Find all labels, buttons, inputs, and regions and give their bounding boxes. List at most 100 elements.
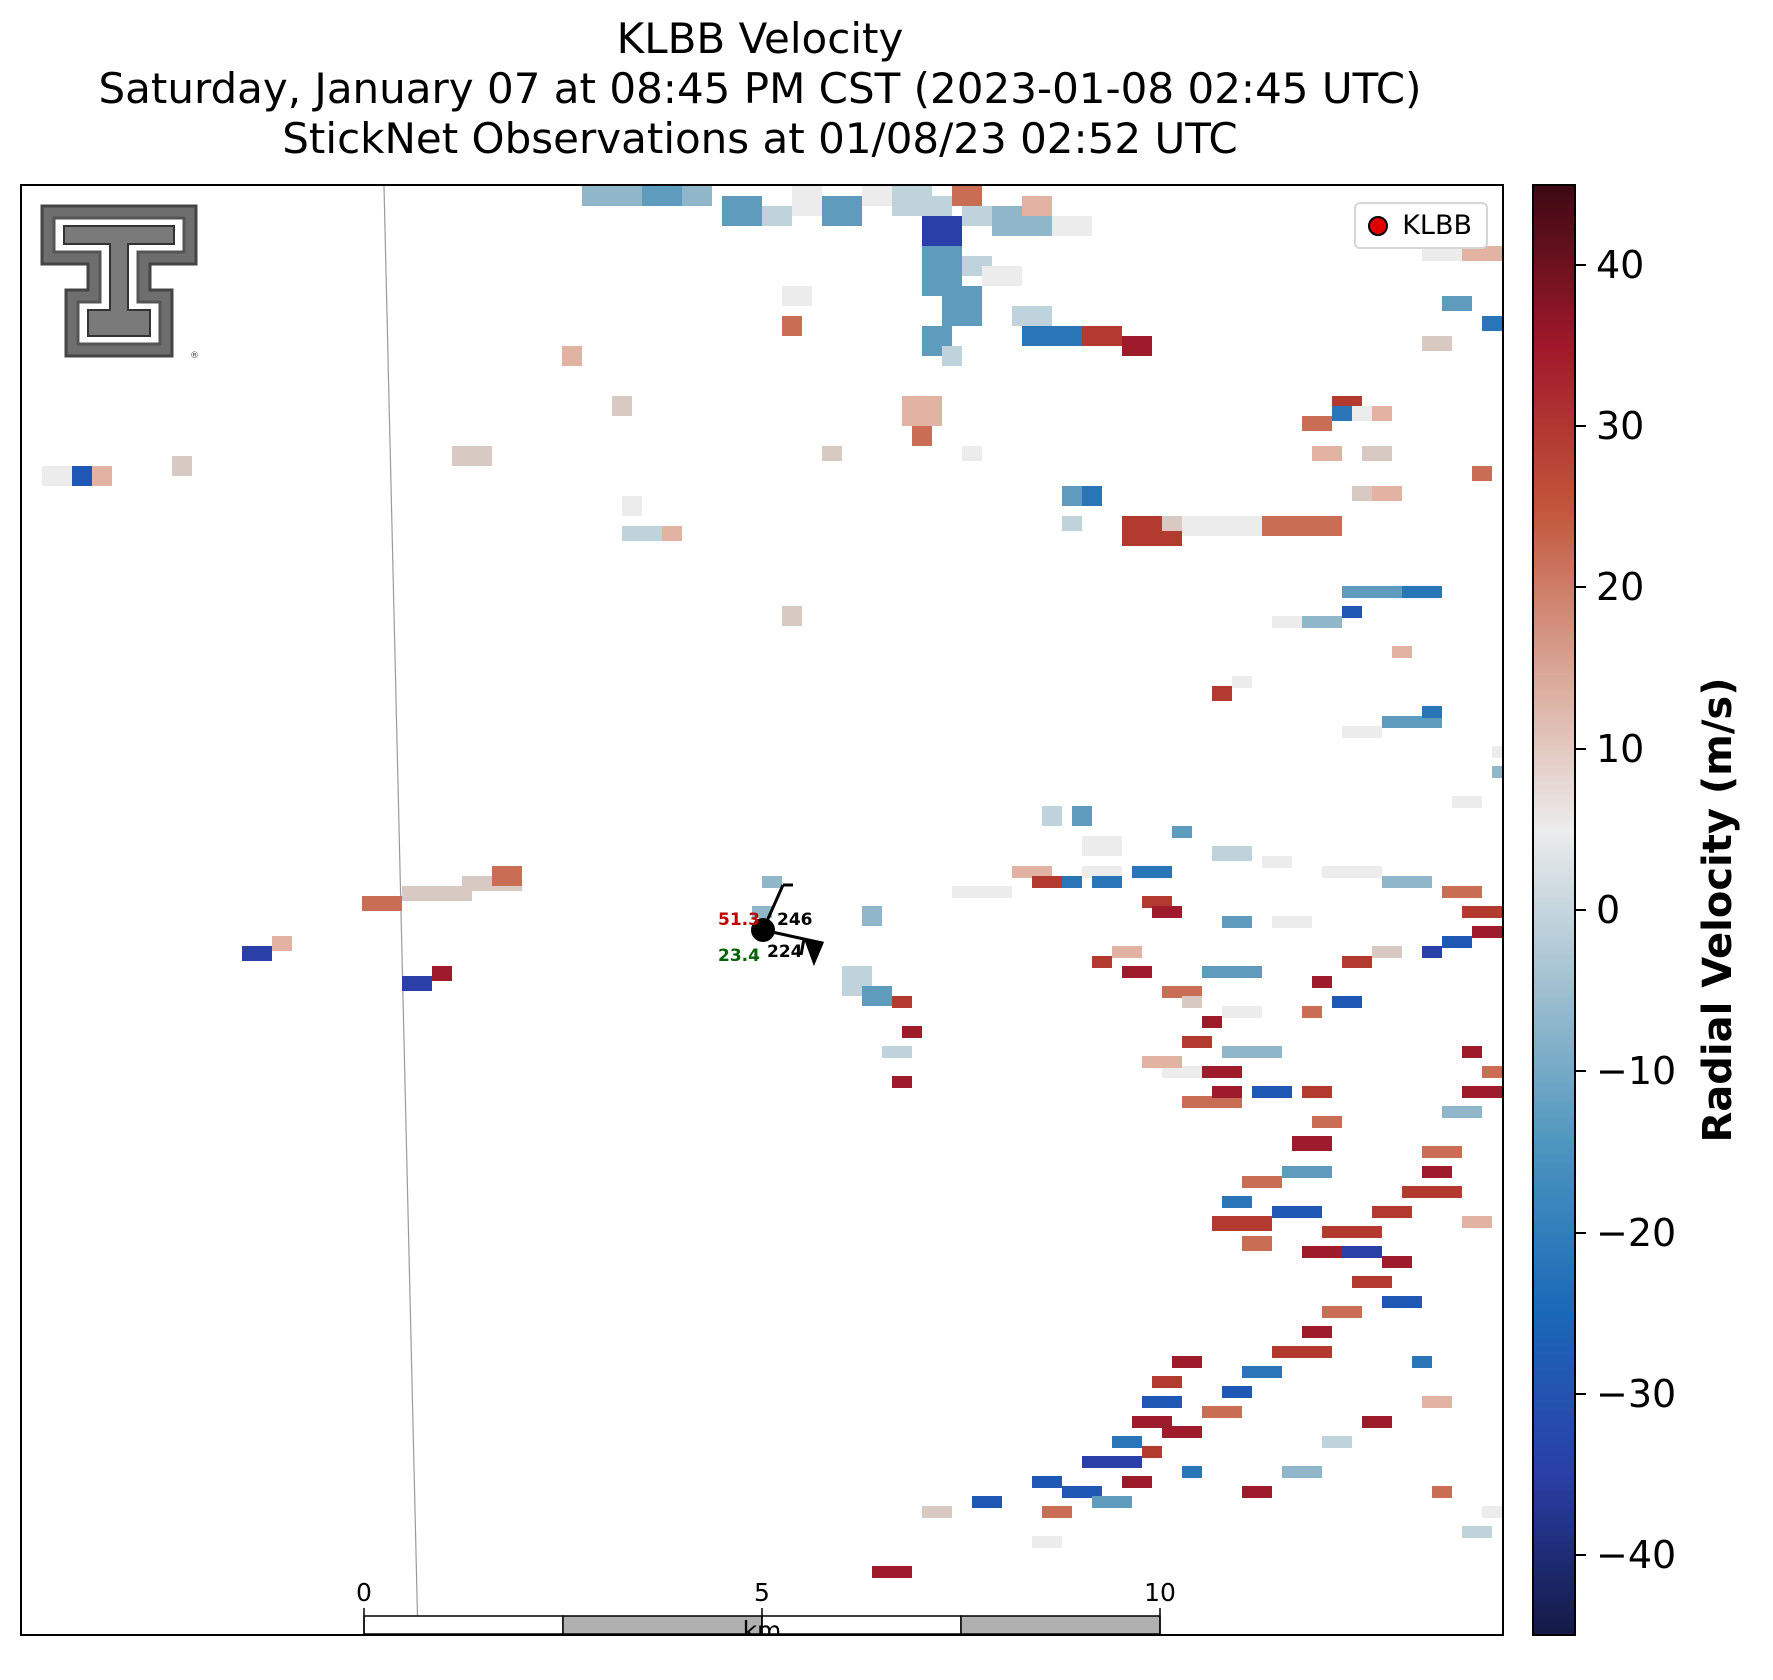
- velocity-cell: [1242, 1366, 1282, 1378]
- colorbar-tick-label: 20: [1596, 565, 1645, 610]
- velocity-cell: [1222, 916, 1252, 928]
- station-pressure: 246: [777, 910, 813, 930]
- velocity-cell: [1052, 216, 1092, 236]
- velocity-cell: [1482, 1506, 1502, 1518]
- velocity-cell: [862, 186, 892, 206]
- colorbar-tick: [1576, 747, 1586, 750]
- velocity-cell: [1122, 336, 1152, 356]
- velocity-cell: [1142, 1446, 1162, 1458]
- velocity-cell: [962, 206, 992, 226]
- velocity-cell: [1272, 1346, 1332, 1358]
- velocity-cell: [1112, 946, 1142, 958]
- velocity-cell: [1202, 966, 1262, 978]
- velocity-cell: [1262, 516, 1322, 536]
- velocity-cell: [1142, 1396, 1182, 1408]
- velocity-cell: [892, 1076, 912, 1088]
- velocity-cell: [1252, 1086, 1292, 1098]
- velocity-cell: [1222, 1046, 1282, 1058]
- velocity-cell: [1272, 916, 1312, 928]
- velocity-cell: [1392, 646, 1412, 658]
- velocity-cell: [1212, 686, 1232, 701]
- velocity-cell: [1182, 1466, 1202, 1478]
- velocity-cell: [622, 526, 662, 541]
- velocity-cell: [1172, 826, 1192, 838]
- velocity-cell: [1032, 876, 1062, 888]
- velocity-cell: [922, 196, 952, 216]
- velocity-cell: [1222, 1386, 1252, 1398]
- velocity-cell: [1382, 1296, 1422, 1308]
- velocity-cell: [1492, 766, 1502, 778]
- velocity-cell: [1412, 1356, 1432, 1368]
- velocity-cell: [1432, 1486, 1452, 1498]
- velocity-cell: [1152, 906, 1182, 918]
- velocity-cell: [1402, 586, 1442, 598]
- velocity-cell: [1272, 1206, 1322, 1218]
- station-marker: [751, 918, 775, 942]
- scale-bar-tick-5: 5: [754, 1578, 770, 1607]
- velocity-cell: [1442, 886, 1482, 898]
- velocity-cell: [902, 396, 942, 426]
- velocity-cell: [1352, 1276, 1392, 1288]
- velocity-cell: [1082, 866, 1122, 878]
- velocity-cell: [1462, 246, 1502, 261]
- velocity-cell: [1462, 1216, 1492, 1228]
- velocity-cell: [42, 466, 72, 486]
- velocity-cell: [792, 186, 822, 216]
- velocity-cell: [1402, 1186, 1462, 1198]
- colorbar-tick-label: −10: [1596, 1049, 1677, 1094]
- velocity-cell: [1082, 836, 1122, 856]
- velocity-cell: [1302, 616, 1342, 628]
- velocity-cell: [1332, 406, 1352, 421]
- velocity-cell: [1062, 876, 1082, 888]
- velocity-cell: [1032, 1536, 1062, 1548]
- scale-bar-segment: [562, 1615, 763, 1634]
- velocity-cell: [1332, 996, 1362, 1008]
- velocity-cell: [242, 946, 272, 961]
- velocity-cell: [1092, 1496, 1132, 1508]
- velocity-cell: [1302, 1246, 1342, 1258]
- velocity-cell: [172, 456, 192, 476]
- velocity-cell: [432, 966, 452, 981]
- velocity-cell: [1082, 486, 1102, 506]
- texas-tech-logo: ®: [40, 204, 199, 361]
- colorbar-tick: [1576, 586, 1586, 589]
- velocity-cell: [1062, 1486, 1102, 1498]
- velocity-cell: [1242, 1486, 1272, 1498]
- velocity-cell: [1422, 1146, 1462, 1158]
- velocity-cell: [1482, 316, 1502, 331]
- velocity-cell: [1422, 706, 1442, 718]
- velocity-cell: [1302, 1086, 1332, 1098]
- velocity-cell: [642, 186, 682, 206]
- colorbar-tick-label: −30: [1596, 1372, 1677, 1416]
- velocity-cell: [1162, 986, 1192, 998]
- velocity-cell: [1422, 1166, 1452, 1178]
- velocity-cell: [1242, 1236, 1272, 1251]
- velocity-cell: [1312, 976, 1332, 988]
- velocity-cell: [1162, 1426, 1202, 1438]
- velocity-cell: [1162, 1066, 1202, 1078]
- velocity-cell: [1342, 956, 1372, 968]
- scale-bar-tick-10: 10: [1144, 1578, 1176, 1607]
- velocity-cell: [1442, 936, 1472, 948]
- velocity-cell: [722, 196, 762, 226]
- velocity-cell: [1362, 1416, 1392, 1428]
- velocity-cell: [1462, 1526, 1492, 1538]
- velocity-cell: [1372, 1206, 1412, 1218]
- velocity-cell: [1462, 906, 1502, 918]
- velocity-cell: [662, 526, 682, 541]
- velocity-cell: [1132, 866, 1172, 878]
- velocity-cell: [1362, 446, 1392, 461]
- velocity-cell: [752, 906, 772, 918]
- velocity-cell: [1442, 296, 1472, 311]
- velocity-cell: [1282, 1166, 1332, 1178]
- radar-map[interactable]: ® 51.3 23.4 246 224 0 5 10 km: [20, 184, 1504, 1636]
- station-wind-direction: 224: [767, 942, 803, 962]
- scale-bar: [363, 1608, 1161, 1634]
- velocity-cell: [762, 206, 792, 226]
- velocity-cell: [972, 1496, 1002, 1508]
- velocity-cell: [942, 286, 982, 326]
- velocity-cell: [1212, 1216, 1272, 1231]
- chart-title: KLBB Velocity: [616, 14, 904, 63]
- station-dewpoint: 23.4: [718, 946, 760, 966]
- velocity-cell: [452, 446, 492, 466]
